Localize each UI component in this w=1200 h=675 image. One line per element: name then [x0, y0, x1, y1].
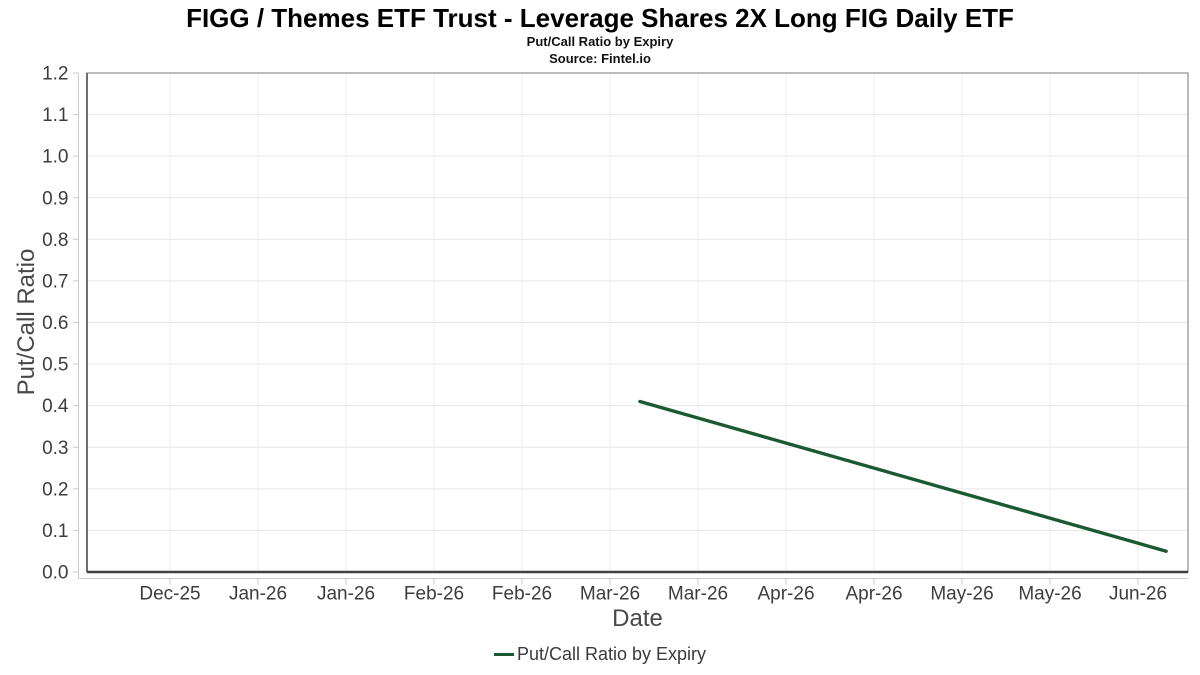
y-tick-label: 0.3 [42, 438, 68, 459]
y-tick-label: 0.0 [42, 563, 68, 584]
legend-line-swatch [493, 653, 514, 656]
y-tick-label: 0.4 [42, 396, 69, 417]
legend-label: Put/Call Ratio by Expiry [516, 644, 707, 664]
y-axis-title: Put/Call Ratio [13, 248, 40, 396]
legend: Put/Call Ratio by Expiry [0, 644, 1200, 665]
x-tick-label: Apr-26 [845, 584, 902, 605]
chart-source-label: Source: Fintel.io [549, 51, 651, 66]
y-tick-label: 0.5 [42, 355, 68, 376]
chart-subtitle: Put/Call Ratio by Expiry [526, 34, 674, 49]
x-tick-label: May-26 [930, 584, 993, 605]
y-tick-label: 0.1 [42, 521, 68, 542]
x-tick-label: Mar-26 [580, 584, 640, 605]
x-tick-label: Jan-26 [317, 584, 375, 605]
y-tick-label: 0.9 [42, 188, 68, 209]
y-tick-label: 1.0 [42, 147, 68, 168]
x-tick-label: Dec-25 [139, 584, 200, 605]
x-tick-label: Apr-26 [757, 584, 814, 605]
y-tick-label: 0.8 [42, 230, 68, 251]
x-tick-label: May-26 [1018, 584, 1081, 605]
series-line [638, 399, 1168, 553]
x-tick-label: Mar-26 [668, 584, 728, 605]
y-tick-label: 1.2 [42, 64, 68, 85]
x-tick-label: Jan-26 [229, 584, 287, 605]
y-tick-label: 0.2 [42, 479, 68, 500]
x-axis-title: Date [612, 605, 663, 632]
x-tick-label: Feb-26 [492, 584, 552, 605]
y-tick-label: 0.6 [42, 313, 68, 334]
x-tick-label: Jun-26 [1109, 584, 1167, 605]
x-tick-label: Feb-26 [404, 584, 464, 605]
legend-item[interactable]: Put/Call Ratio by Expiry [493, 644, 707, 665]
chart-title: FIGG / Themes ETF Trust - Leverage Share… [186, 3, 1014, 33]
y-tick-label: 1.1 [42, 105, 68, 126]
y-tick-label: 0.7 [42, 271, 68, 292]
